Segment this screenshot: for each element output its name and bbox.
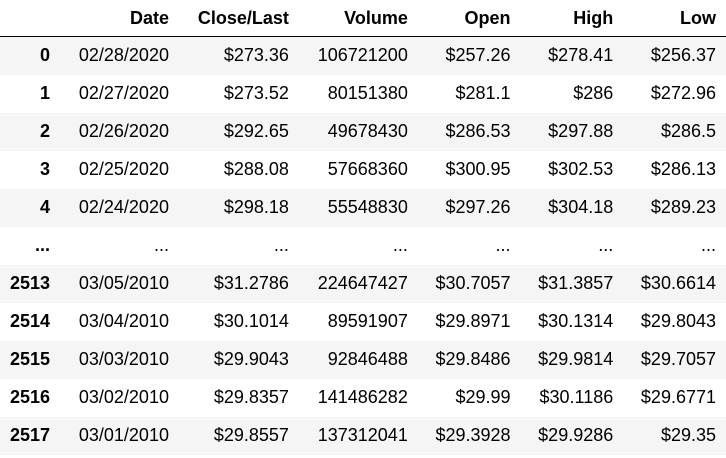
open-cell: $297.26	[445, 197, 511, 217]
low-cell: $29.8043	[640, 311, 716, 331]
low-cell: $30.6614	[640, 273, 716, 293]
close-last-cell: $29.9043	[213, 349, 289, 369]
date-cell: 02/28/2020	[78, 45, 169, 66]
table-row: 0 02/28/2020 $273.36 106721200 $257.26 $278.4…	[0, 36, 726, 75]
open-cell: $29.99	[455, 387, 511, 407]
close-last-cell: $31.2786	[213, 273, 289, 293]
date-cell: 03/01/2010	[78, 425, 169, 445]
close-last-cell: $273.52	[223, 83, 289, 103]
table-row: 4 02/24/2020 $298.18 55548830 $297.26 $304.18…	[0, 188, 726, 227]
open-cell: $257.26	[445, 45, 511, 66]
table-row: .....................	[0, 227, 726, 265]
high-cell: $302.53	[548, 159, 614, 179]
date-cell: 02/25/2020	[78, 159, 169, 179]
high-cell: $30.1186	[539, 387, 614, 407]
date-cell: 03/02/2010	[78, 387, 169, 407]
close-last-cell: $292.65	[223, 121, 289, 141]
low-cell: ...	[700, 235, 716, 255]
table-row: 3 02/25/2020 $288.08 57668360 $300.95 $302.53…	[0, 151, 726, 189]
row-index: 0	[40, 45, 51, 66]
low-cell: $29.35	[660, 425, 716, 445]
close-last-cell: $288.08	[223, 159, 289, 179]
volume-cell: 141486282	[317, 387, 408, 407]
low-cell: $286.5	[660, 121, 716, 141]
low-cell: $272.96	[650, 83, 716, 103]
high-cell: $297.88	[548, 121, 614, 141]
table-row: 2 02/26/2020 $292.65 49678430 $286.53 $297.88…	[0, 112, 726, 151]
date-cell: 02/24/2020	[78, 197, 169, 217]
row-index: ...	[35, 235, 51, 255]
row-index: 2	[40, 121, 51, 141]
column-header-high: High	[520, 0, 624, 37]
row-index: 1	[40, 83, 51, 103]
volume-cell: 57668360	[327, 159, 408, 179]
high-cell: $30.1314	[538, 311, 614, 331]
column-header-low: Low	[623, 0, 726, 37]
date-cell: 03/03/2010	[78, 349, 169, 369]
table-row: 2516 03/02/2010 $29.8357 141486282 $29.99 $30…	[0, 379, 726, 417]
low-cell: $286.13	[650, 159, 716, 179]
row-index: 2513	[10, 273, 51, 293]
column-header-open: Open	[417, 0, 521, 37]
high-cell: ...	[598, 235, 614, 255]
volume-cell: 92846488	[327, 349, 408, 369]
volume-cell: 89591907	[327, 311, 408, 331]
column-header-volume: Volume	[298, 0, 418, 37]
table-header: Date Close/Last Volume Open High Low	[0, 0, 726, 37]
volume-cell: 137312041	[317, 425, 408, 445]
date-cell: 02/27/2020	[78, 83, 169, 103]
close-last-cell: $29.8357	[213, 387, 289, 407]
close-last-cell: $30.1014	[213, 311, 289, 331]
high-cell: $31.3857	[538, 273, 614, 293]
table-row: 2513 03/05/2010 $31.2786 224647427 $30.7057 $…	[0, 264, 726, 303]
low-cell: $29.7057	[640, 349, 716, 369]
date-cell: 03/05/2010	[78, 273, 169, 293]
high-cell: $29.9286	[538, 425, 614, 445]
volume-cell: ...	[392, 235, 408, 255]
close-last-cell: ...	[273, 235, 289, 255]
open-cell: $29.8486	[435, 349, 511, 369]
high-cell: $304.18	[548, 197, 614, 217]
table-body: 0 02/28/2020 $273.36 106721200 $257.26 $278.4…	[0, 36, 726, 455]
volume-cell: 55548830	[327, 197, 408, 217]
open-cell: $281.1	[455, 83, 511, 103]
open-cell: $300.95	[445, 159, 511, 179]
table-row: 2514 03/04/2010 $30.1014 89591907 $29.8971 $3…	[0, 303, 726, 341]
high-cell: $29.9814	[538, 349, 614, 369]
low-cell: $256.37	[650, 45, 716, 66]
volume-cell: 80151380	[327, 83, 408, 103]
column-header-close-last: Close/Last	[178, 0, 299, 37]
close-last-cell: $298.18	[223, 197, 289, 217]
row-index: 2514	[10, 311, 51, 331]
date-cell: 03/04/2010	[78, 311, 169, 331]
table-row: 1 02/27/2020 $273.52 80151380 $281.1 $286 $272…	[0, 75, 726, 113]
row-index: 3	[40, 159, 51, 179]
date-cell: ...	[153, 235, 169, 255]
high-cell: $278.41	[548, 45, 614, 66]
row-index: 2517	[10, 425, 51, 445]
row-index: 4	[40, 197, 51, 217]
low-cell: $29.6771	[640, 387, 716, 407]
date-cell: 02/26/2020	[78, 121, 169, 141]
high-cell: $286	[573, 83, 614, 103]
open-cell: ...	[495, 235, 511, 255]
volume-cell: 49678430	[327, 121, 408, 141]
open-cell: $29.3928	[435, 425, 511, 445]
close-last-cell: $29.8557	[213, 425, 289, 445]
row-index: 2515	[10, 349, 51, 369]
low-cell: $289.23	[650, 197, 716, 217]
volume-cell: 224647427	[317, 273, 408, 293]
row-index: 2516	[10, 387, 51, 407]
open-cell: $29.8971	[435, 311, 511, 331]
table-row: 2517 03/01/2010 $29.8557 137312041 $29.3928 $…	[0, 416, 726, 455]
column-header-date: Date	[60, 0, 179, 37]
close-last-cell: $273.36	[223, 45, 289, 66]
column-header-index	[0, 0, 61, 37]
volume-cell: 106721200	[317, 45, 408, 66]
open-cell: $286.53	[445, 121, 511, 141]
header-row: Date Close/Last Volume Open High Low	[0, 0, 726, 37]
table-row: 2515 03/03/2010 $29.9043 92846488 $29.8486 $2…	[0, 340, 726, 379]
open-cell: $30.7057	[435, 273, 511, 293]
